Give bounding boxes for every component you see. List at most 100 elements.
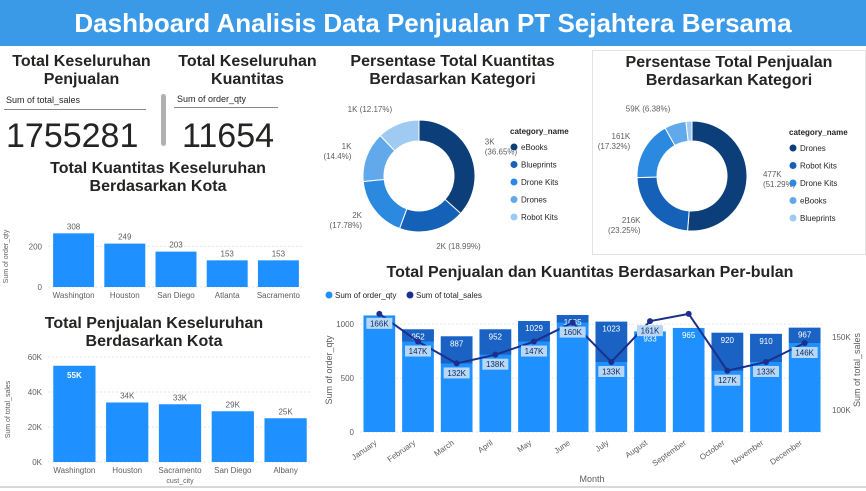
bar bbox=[402, 329, 434, 432]
qty-pct-category-chart: 3K(36.65%) 2K (18.99%) 2K(17.78%) 1K(14.4%)… bbox=[323, 105, 569, 251]
y-tick-label: 200 bbox=[29, 242, 43, 251]
chart-title: Total Penjualan dan Kuantitas Berdasarka… bbox=[386, 264, 794, 281]
slice-label: (14.4%) bbox=[323, 152, 351, 161]
line-point bbox=[376, 310, 383, 317]
bar bbox=[672, 327, 705, 432]
sales-by-city-card[interactable]: Total Penjualan Keseluruhan Berdasarkan … bbox=[0, 310, 320, 486]
bar-overlap-band bbox=[788, 327, 821, 344]
x-tick-label: January bbox=[350, 438, 378, 462]
slice-label: 1K (12.17%) bbox=[348, 105, 393, 114]
bar-overlap-band bbox=[711, 332, 744, 371]
x-tick-label: Albany bbox=[273, 466, 297, 475]
slice-label: 216K bbox=[622, 216, 641, 225]
x-axis-title: cust_city bbox=[166, 478, 194, 485]
sales-by-city-chart: 0K 20K 40K 60K 55K Washington 34K Houston 33K Sac… bbox=[5, 353, 312, 485]
legend-marker bbox=[510, 143, 518, 151]
line-value-label: 147K bbox=[525, 347, 544, 356]
y2-axis-title: Sum of total_sales bbox=[852, 332, 862, 407]
bar bbox=[363, 315, 396, 432]
bar-value-label: 203 bbox=[169, 241, 183, 250]
slice-label: (51.29%) bbox=[763, 180, 796, 189]
y-axis-title: Sum of total_sales bbox=[5, 380, 12, 438]
line-label-bg bbox=[405, 345, 431, 357]
slice-label: 161K bbox=[612, 132, 631, 141]
sales-pct-category-card[interactable]: Persentase Total Penjualan Berdasarkan K… bbox=[592, 50, 866, 255]
line-value-label: 133K bbox=[602, 367, 621, 376]
legend-label: Drone Kits bbox=[521, 178, 558, 187]
legend-label: Sum of total_sales bbox=[416, 291, 482, 300]
slice-label: 2K (18.99%) bbox=[436, 242, 481, 251]
legend-marker bbox=[510, 178, 518, 186]
line-point bbox=[724, 367, 731, 374]
bar-value-label: 1029 bbox=[525, 324, 543, 333]
legend-marker bbox=[510, 196, 518, 203]
legend-marker bbox=[406, 291, 414, 299]
line-value-label: 132K bbox=[447, 369, 466, 378]
legend-title: category_name bbox=[789, 128, 848, 137]
legend-label: Drone Kits bbox=[800, 179, 837, 188]
legend-marker bbox=[789, 197, 797, 204]
qty-by-city-chart: 0 200 308 Washington 249 Houston 203 San Diego 1… bbox=[3, 222, 304, 300]
legend-label: eBooks bbox=[521, 143, 548, 152]
qty-by-city-card[interactable]: Total Kuantitas Keseluruhan Berdasarkan … bbox=[0, 158, 320, 303]
bar-value-label: 920 bbox=[721, 336, 735, 345]
y2-tick-label: 100K bbox=[832, 406, 851, 415]
monthly-combo-card[interactable]: Total Penjualan dan Kuantitas Berdasarka… bbox=[320, 258, 866, 486]
y-tick-label: 0 bbox=[38, 283, 43, 292]
slice-label: (17.32%) bbox=[598, 142, 631, 151]
x-tick-label: September bbox=[651, 438, 688, 468]
line-value-label: 161K bbox=[641, 327, 660, 336]
line-point bbox=[569, 319, 576, 326]
kpi-title: Total Keseluruhan Penjualan bbox=[12, 53, 151, 88]
bar-value-label: 952 bbox=[411, 332, 425, 341]
bar bbox=[104, 243, 146, 287]
line-label-bg bbox=[521, 345, 547, 357]
line-value-label: 146K bbox=[795, 349, 814, 358]
bar-value-label: 25K bbox=[278, 407, 293, 416]
x-tick-label: December bbox=[768, 438, 804, 467]
qty-pct-category-card[interactable]: Persentase Total Kuantitas Berdasarkan K… bbox=[320, 50, 585, 255]
y2-tick-label: 150K bbox=[832, 333, 851, 342]
line-point bbox=[763, 358, 769, 365]
x-tick-label: Atlanta bbox=[215, 291, 240, 300]
slice-label: 1K bbox=[342, 142, 352, 151]
y-tick-label: 60K bbox=[28, 353, 43, 362]
legend-label: Robot Kits bbox=[800, 162, 837, 171]
chart-title: Total Kuantitas Keseluruhan Berdasarkan … bbox=[50, 160, 266, 195]
x-tick-label: March bbox=[432, 438, 455, 458]
x-tick-label: Washington bbox=[53, 466, 95, 475]
legend-label: eBooks bbox=[800, 197, 827, 206]
line-value-label: 127K bbox=[718, 376, 737, 385]
bar-value-label: 933 bbox=[643, 334, 657, 343]
line-label-bg bbox=[637, 325, 663, 337]
donut-slice bbox=[687, 120, 748, 232]
line-value-label: 133K bbox=[757, 367, 776, 376]
x-tick-label: June bbox=[552, 438, 572, 456]
line-value-label: 138K bbox=[486, 360, 505, 369]
kpi-field-label: Sum of order_qty bbox=[177, 94, 247, 104]
x-tick-label: July bbox=[594, 438, 611, 454]
legend-marker bbox=[789, 144, 797, 152]
bar-value-label: 910 bbox=[759, 337, 773, 346]
bar bbox=[211, 411, 254, 462]
bar-value-label: 34K bbox=[120, 392, 135, 401]
kpi-card-total-quantity[interactable]: Total Keseluruhan Kuantitas Sum of order… bbox=[170, 50, 325, 158]
bar-overlap-band bbox=[556, 315, 589, 323]
legend-label: Robot Kits bbox=[521, 213, 558, 222]
x-axis-title: Month bbox=[579, 474, 604, 484]
line-point bbox=[453, 360, 460, 367]
line-value-label: 166K bbox=[370, 319, 389, 328]
slice-label: 59K (6.38%) bbox=[626, 104, 671, 113]
bar bbox=[257, 260, 299, 287]
legend-label: Sum of order_qty bbox=[335, 291, 396, 300]
legend-marker bbox=[510, 213, 518, 221]
kpi-card-total-sales[interactable]: Total Keseluruhan Penjualan Sum of total… bbox=[0, 50, 165, 158]
line-label-bg bbox=[482, 358, 509, 370]
bar-overlap-band bbox=[518, 321, 550, 342]
title-banner: Dashboard Analisis Data Penjualan PT Sej… bbox=[0, 0, 866, 46]
line-point bbox=[492, 351, 499, 358]
line-label-bg bbox=[791, 347, 818, 359]
line-label-bg bbox=[443, 367, 470, 379]
scrollbar[interactable] bbox=[161, 94, 166, 146]
bar-value-label: 153 bbox=[272, 249, 286, 258]
